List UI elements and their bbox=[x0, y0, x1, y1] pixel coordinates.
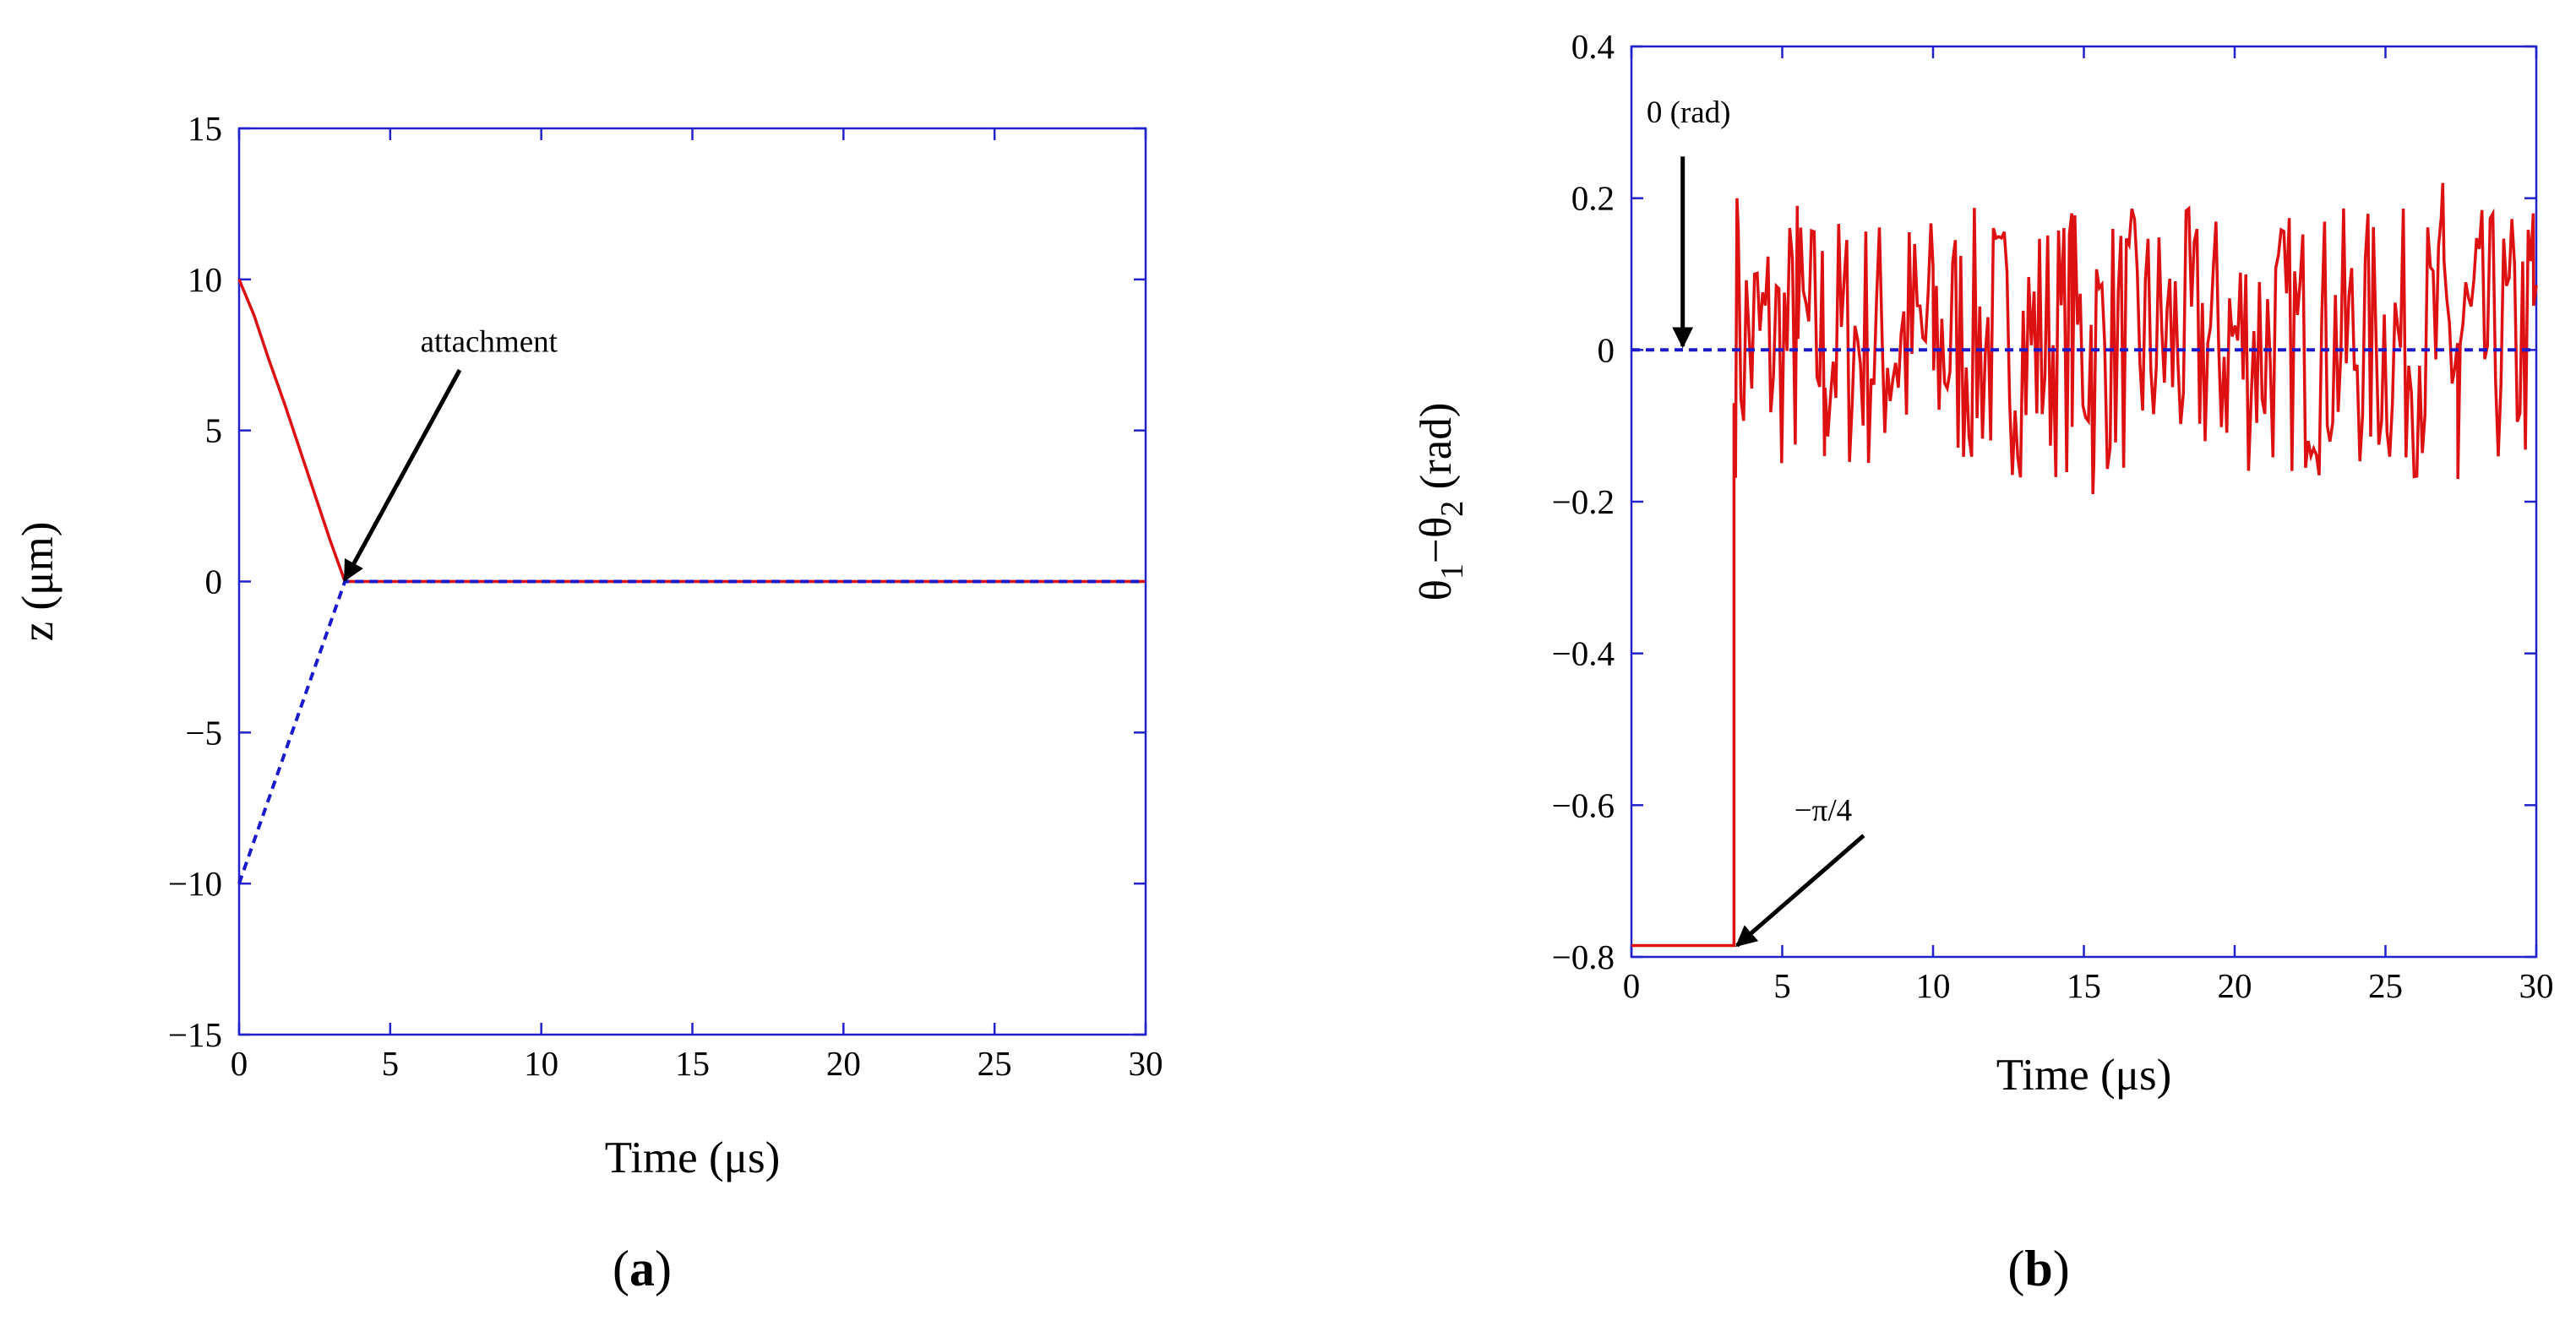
x-axis-title: Time (μs) bbox=[605, 1133, 781, 1182]
x-tick-label: 0 bbox=[1623, 966, 1641, 1005]
y-tick-label: −0.4 bbox=[1552, 634, 1615, 673]
y-tick-label: 15 bbox=[188, 109, 222, 148]
y-axis-title: z (μm) bbox=[14, 522, 63, 642]
y-tick-label: 0 bbox=[1598, 330, 1615, 369]
y-tick-label: −15 bbox=[168, 1015, 222, 1054]
y-tick-label: 5 bbox=[205, 411, 223, 450]
y-axis-title-part: (rad) bbox=[1412, 403, 1461, 501]
y-axis-title: θ1−θ2 (rad) bbox=[1412, 403, 1470, 601]
plot-frame bbox=[1630, 45, 2538, 959]
y-tick-label: −0.8 bbox=[1552, 937, 1615, 976]
panel-label: (b) bbox=[2007, 1241, 2069, 1296]
x-tick-label: 15 bbox=[675, 1044, 710, 1083]
y-axis-title-part: −θ bbox=[1412, 517, 1461, 563]
y-axis-title-part: 1 bbox=[1435, 563, 1470, 579]
x-tick-label: 15 bbox=[2067, 966, 2101, 1005]
chart-panel-b: 0 5 10 15 20 25 30 −0.8 −0.6 −0.4 −0.2 0 0.2 0.4 0 (ra… bbox=[1412, 27, 2554, 1296]
annotation-label: 0 (rad) bbox=[1647, 95, 1731, 130]
y-tick-label: −0.2 bbox=[1552, 482, 1615, 521]
series-blue-line bbox=[237, 579, 1146, 884]
x-axis-title: Time (μs) bbox=[1996, 1051, 2172, 1100]
y-axis-title-part: 2 bbox=[1435, 501, 1470, 517]
x-tick-label: 5 bbox=[1773, 966, 1791, 1005]
x-tick-label: 30 bbox=[2519, 966, 2554, 1005]
series-red-line bbox=[1631, 182, 2538, 948]
x-tick-label: 20 bbox=[2218, 966, 2252, 1005]
chart-panel-a: 0 5 10 15 20 25 30 −15 −10 −5 0 5 10 15 attachment Time… bbox=[14, 109, 1163, 1296]
annotation-arrow bbox=[342, 368, 462, 582]
y-tick-label: −10 bbox=[168, 864, 222, 903]
x-tick-label: 20 bbox=[826, 1044, 861, 1083]
y-tick-label: 0.2 bbox=[1571, 179, 1615, 218]
y-tick-label: 0.4 bbox=[1571, 27, 1615, 66]
y-tick-label: −5 bbox=[185, 713, 222, 752]
y-tick-label: 0 bbox=[205, 562, 223, 601]
panel-label-part: a bbox=[629, 1241, 655, 1296]
panel-label-part: ) bbox=[655, 1241, 672, 1296]
x-tick-label: 25 bbox=[978, 1044, 1012, 1083]
annotation-arrow bbox=[1735, 834, 1865, 948]
x-tick-label: 5 bbox=[382, 1044, 400, 1083]
x-tick-label: 10 bbox=[524, 1044, 558, 1083]
panel-label-part: ( bbox=[2007, 1241, 2024, 1296]
x-tick-label: 30 bbox=[1129, 1044, 1163, 1083]
y-tick-label: 10 bbox=[188, 260, 222, 299]
panel-label-part: ) bbox=[2053, 1241, 2070, 1296]
x-tick-label: 10 bbox=[1916, 966, 1951, 1005]
annotation-label: −π/4 bbox=[1794, 793, 1852, 828]
annotation-label: attachment bbox=[421, 325, 558, 360]
x-tick-label: 25 bbox=[2368, 966, 2403, 1005]
panel-label-part: b bbox=[2024, 1241, 2052, 1296]
panel-label: (a) bbox=[613, 1241, 672, 1296]
series-red-line bbox=[237, 279, 1146, 584]
y-axis-title-part: θ bbox=[1412, 579, 1461, 601]
y-tick-label: −0.6 bbox=[1552, 785, 1615, 824]
panel-label-part: ( bbox=[613, 1241, 629, 1296]
x-tick-label: 0 bbox=[231, 1044, 248, 1083]
